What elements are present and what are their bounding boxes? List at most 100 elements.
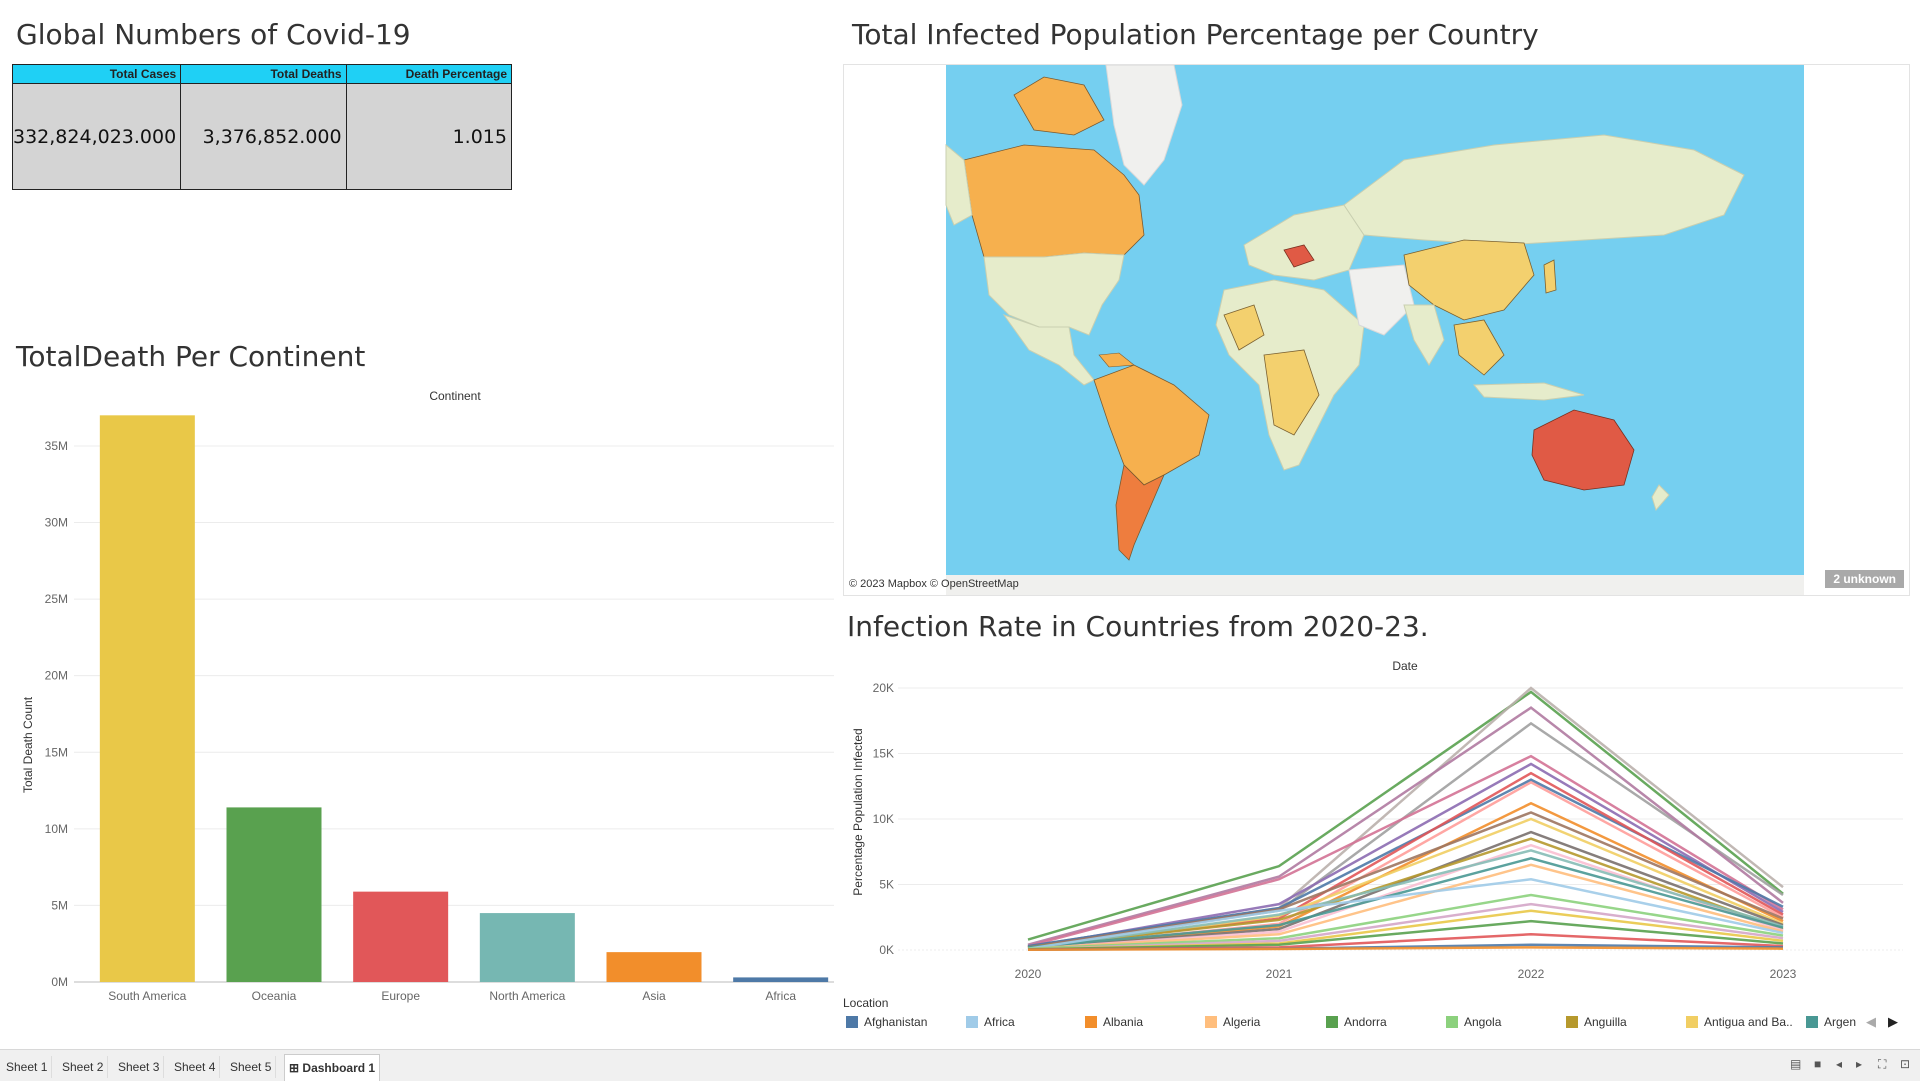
usa-shape xyxy=(983,252,1125,336)
infection-line-chart: Date Percentage Population Infected 0K 5K… xyxy=(851,659,1903,981)
map-title: Total Infected Population Percentage per… xyxy=(852,18,1539,51)
total-cases-header: Total Cases xyxy=(13,65,181,84)
fullscreen-icon[interactable]: ⛶ xyxy=(1878,1057,1887,1071)
world-map[interactable] xyxy=(844,65,1909,595)
series-line[interactable] xyxy=(1027,690,1784,941)
map-view[interactable]: © 2023 Mapbox © OpenStreetMap 2 unknown xyxy=(843,64,1910,596)
y-tick-label: 0K xyxy=(879,943,894,957)
series-line[interactable] xyxy=(1027,754,1784,948)
legend-next-icon[interactable]: ▶ xyxy=(1888,1014,1898,1029)
next-sheet-icon[interactable]: ▸ xyxy=(1856,1057,1863,1071)
legend-swatch xyxy=(966,1016,978,1028)
legend-label: Anguilla xyxy=(1584,1015,1627,1029)
central-europe-shape[interactable] xyxy=(1283,244,1315,268)
category-label: South America xyxy=(108,989,186,1003)
filmstrip-icon[interactable]: ■ xyxy=(1814,1057,1822,1071)
x-tick-label: 2022 xyxy=(1518,967,1545,981)
tab-sheet-3[interactable]: Sheet 3 xyxy=(114,1056,165,1078)
tab-sheet-5[interactable]: Sheet 5 xyxy=(226,1056,277,1078)
bar-africa[interactable] xyxy=(733,977,829,982)
central-africa-shape[interactable] xyxy=(1263,349,1320,436)
legend-swatch xyxy=(846,1016,858,1028)
presentation-icon[interactable]: ⊡ xyxy=(1900,1057,1911,1071)
bar-south-america[interactable] xyxy=(99,415,195,982)
series-line[interactable] xyxy=(1027,762,1784,949)
legend-item[interactable]: Angola xyxy=(1446,1015,1501,1029)
series-line[interactable] xyxy=(1027,837,1784,949)
category-label: Africa xyxy=(765,989,796,1003)
series-line[interactable] xyxy=(1027,946,1784,951)
indonesia-shape xyxy=(1472,382,1585,401)
china-shape[interactable] xyxy=(1403,239,1535,321)
legend-item[interactable]: Andorra xyxy=(1326,1015,1387,1029)
legend-item[interactable]: Antigua and Ba.. xyxy=(1686,1015,1793,1029)
japan-shape[interactable] xyxy=(1543,259,1557,294)
tab-sheet-1[interactable]: Sheet 1 xyxy=(2,1056,53,1078)
india-shape xyxy=(1403,304,1445,366)
legend-item[interactable]: Albania xyxy=(1085,1015,1143,1029)
series-line[interactable] xyxy=(1027,857,1784,949)
series-line[interactable] xyxy=(1027,877,1784,950)
continent-chart-title: TotalDeath Per Continent xyxy=(16,340,366,373)
sheet-tab-bar: Sheet 1 Sheet 2 Sheet 3 Sheet 4 Sheet 5 … xyxy=(0,1049,1920,1081)
legend-item[interactable]: Afghanistan xyxy=(846,1015,927,1029)
series-line[interactable] xyxy=(1027,801,1784,950)
tab-sheet-4[interactable]: Sheet 4 xyxy=(170,1056,221,1078)
middle-east-shape xyxy=(1348,264,1415,336)
series-line[interactable] xyxy=(1027,778,1784,948)
series-line[interactable] xyxy=(1027,706,1784,946)
series-line[interactable] xyxy=(1027,893,1784,950)
legend-item[interactable]: Algeria xyxy=(1205,1015,1260,1029)
first-sheet-icon[interactable]: ◂ xyxy=(1836,1057,1843,1071)
algeria-shape[interactable] xyxy=(1223,304,1265,351)
total-cases-column: Total Cases 332,824,023.000 xyxy=(13,65,182,189)
category-label: Oceania xyxy=(252,989,297,1003)
y-tick-label: 25M xyxy=(45,592,68,606)
southeast-asia-shape[interactable] xyxy=(1453,319,1505,376)
legend-swatch xyxy=(1085,1016,1097,1028)
legend-prev-icon[interactable]: ◀ xyxy=(1866,1014,1876,1029)
series-line[interactable] xyxy=(1027,902,1784,951)
legend-item[interactable]: Anguilla xyxy=(1566,1015,1627,1029)
show-sheets-icon[interactable]: ▤ xyxy=(1790,1057,1802,1071)
bar-oceania[interactable] xyxy=(226,807,322,982)
legend-label: Algeria xyxy=(1223,1015,1261,1029)
series-line[interactable] xyxy=(1027,849,1784,950)
tab-sheet-2[interactable]: Sheet 2 xyxy=(58,1056,109,1078)
legend-label: Afghanistan xyxy=(864,1015,928,1029)
unknown-badge[interactable]: 2 unknown xyxy=(1825,570,1904,588)
canada-islands-shape[interactable] xyxy=(1013,76,1105,136)
series-line[interactable] xyxy=(1027,919,1784,951)
brazil-shape[interactable] xyxy=(1093,364,1210,486)
australia-shape[interactable] xyxy=(1531,409,1635,491)
category-label: Europe xyxy=(381,989,420,1003)
bar-asia[interactable] xyxy=(606,952,702,982)
y-tick-label: 30M xyxy=(45,516,68,530)
argentina-shape[interactable] xyxy=(1115,464,1165,561)
legend-label: Argen xyxy=(1824,1015,1857,1029)
total-cases-value[interactable]: 332,824,023.000 xyxy=(13,84,181,189)
series-line[interactable] xyxy=(1027,863,1784,950)
y-tick-label: 0M xyxy=(51,975,68,989)
legend-item[interactable]: Africa xyxy=(966,1015,1015,1029)
dashboard-grid-icon: ⊞ xyxy=(289,1061,300,1075)
legend-label: Antigua and Ba.. xyxy=(1704,1015,1793,1029)
tab-dashboard-1[interactable]: ⊞ Dashboard 1 xyxy=(284,1054,381,1081)
y-axis-label: Percentage Population Infected xyxy=(851,728,865,895)
legend-item[interactable]: Argen xyxy=(1806,1015,1856,1029)
bar-north-america[interactable] xyxy=(479,913,575,982)
death-percentage-value[interactable]: 1.015 xyxy=(346,84,511,189)
legend-swatch xyxy=(1326,1016,1338,1028)
tab-dashboard-label: Dashboard 1 xyxy=(302,1061,376,1075)
greenland-shape xyxy=(1105,65,1183,186)
total-deaths-value[interactable]: 3,376,852.000 xyxy=(181,84,346,189)
y-tick-label: 20M xyxy=(45,669,68,683)
canada-shape[interactable] xyxy=(963,144,1145,258)
alaska-shape xyxy=(945,143,973,226)
continent-bar-chart: Continent Total Death Count 0M 5M 10M 15M 20… xyxy=(21,389,834,1003)
antarctica-shape xyxy=(946,575,1804,595)
continent-header: Continent xyxy=(429,389,481,403)
y-axis-label: Total Death Count xyxy=(21,696,35,793)
bar-europe[interactable] xyxy=(353,891,449,982)
series-line[interactable] xyxy=(1027,811,1784,949)
